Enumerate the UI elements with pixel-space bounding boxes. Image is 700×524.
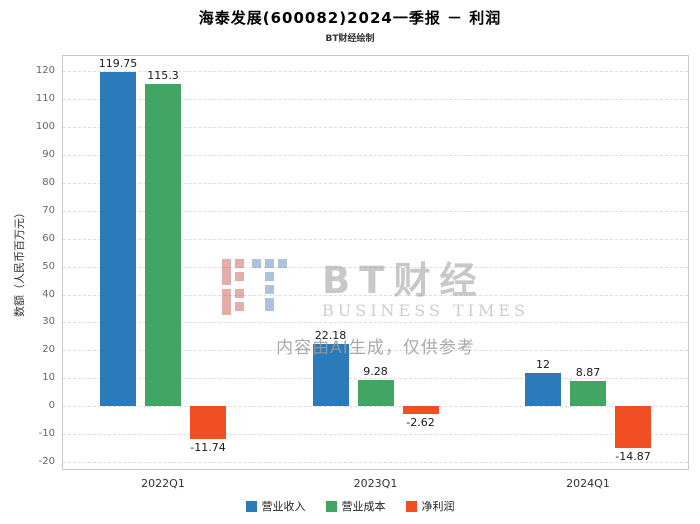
- y-tick-label: 0: [48, 400, 55, 412]
- legend-swatch: [325, 500, 337, 512]
- watermark-disclaimer: 内容由AI生成，仅供参考: [276, 338, 475, 358]
- gridline: [63, 99, 688, 101]
- gridline: [63, 182, 688, 184]
- x-tick-label: 2023Q1: [353, 477, 398, 490]
- gridline: [63, 155, 688, 157]
- y-tick-label: 30: [42, 316, 55, 328]
- value-label: 22.18: [314, 329, 347, 343]
- value-label: 8.87: [575, 366, 601, 380]
- bar-2022Q1-营业收入: [100, 72, 136, 407]
- bar-2022Q1-营业成本: [145, 84, 181, 407]
- y-tick-label: 50: [42, 260, 55, 272]
- gridline: [63, 434, 688, 436]
- value-label: 119.75: [98, 57, 138, 71]
- legend-label: 营业成本: [341, 500, 386, 513]
- y-tick-label: 90: [42, 149, 55, 161]
- chart-subtitle: BT财经绘制: [325, 34, 375, 44]
- plot-area: 数额（人民币百万元）: [13, 55, 689, 490]
- legend-item-净利润: 净利润: [405, 498, 455, 514]
- legend-label: 净利润: [421, 500, 455, 513]
- bar-2024Q1-净利润: [615, 406, 651, 448]
- value-label: -2.62: [406, 415, 435, 429]
- gridline: [63, 350, 688, 352]
- gridline: [63, 238, 688, 240]
- legend-swatch: [245, 500, 257, 512]
- value-label: -14.87: [615, 449, 651, 463]
- bar-2024Q1-营业成本: [570, 381, 606, 407]
- legend-item-营业成本: 营业成本: [325, 498, 386, 514]
- chart-legend: 营业收入 营业成本 净利润: [0, 498, 700, 514]
- y-tick-label: 70: [42, 204, 55, 216]
- gridline: [63, 210, 688, 212]
- y-tick-label: 20: [42, 344, 55, 356]
- y-tick-label: 80: [42, 176, 55, 188]
- y-tick-label: -20: [38, 456, 55, 468]
- bt-finance-logo-icon: [222, 259, 306, 321]
- gridline: [63, 378, 688, 380]
- legend-item-营业收入: 营业收入: [245, 498, 306, 514]
- legend-swatch: [405, 500, 417, 512]
- value-label: 12: [536, 357, 550, 371]
- gridline: [63, 127, 688, 129]
- bar-2023Q1-净利润: [402, 406, 439, 414]
- y-tick-label: 60: [42, 232, 55, 244]
- x-tick-label: 2022Q1: [141, 477, 185, 490]
- y-tick-label: 110: [35, 93, 55, 105]
- value-label: -11.74: [190, 440, 226, 454]
- gridline: [63, 71, 688, 73]
- watermark-brand-sub: BUSINESS TIMES: [322, 300, 529, 320]
- bar-2022Q1-净利润: [190, 406, 226, 439]
- value-label: 9.28: [363, 365, 388, 379]
- value-label: 115.3: [147, 69, 179, 83]
- gridline: [63, 462, 688, 464]
- gridline: [63, 406, 688, 408]
- bar-2023Q1-营业收入: [312, 344, 349, 407]
- bar-2023Q1-营业成本: [357, 380, 394, 407]
- y-tick-label: 120: [35, 65, 55, 77]
- gridline: [63, 294, 688, 296]
- y-tick-label: 40: [42, 288, 55, 300]
- bar-2024Q1-营业收入: [525, 372, 561, 407]
- legend-label: 营业收入: [261, 500, 306, 513]
- gridline: [63, 266, 688, 268]
- gridline: [63, 322, 688, 324]
- y-tick-label: 100: [35, 121, 55, 133]
- x-tick-label: 2024Q1: [566, 477, 610, 490]
- chart-title: 海泰发展(600082)2024一季报 － 利润: [198, 9, 502, 27]
- y-tick-label: -10: [38, 428, 55, 440]
- y-tick-label: 10: [42, 372, 55, 384]
